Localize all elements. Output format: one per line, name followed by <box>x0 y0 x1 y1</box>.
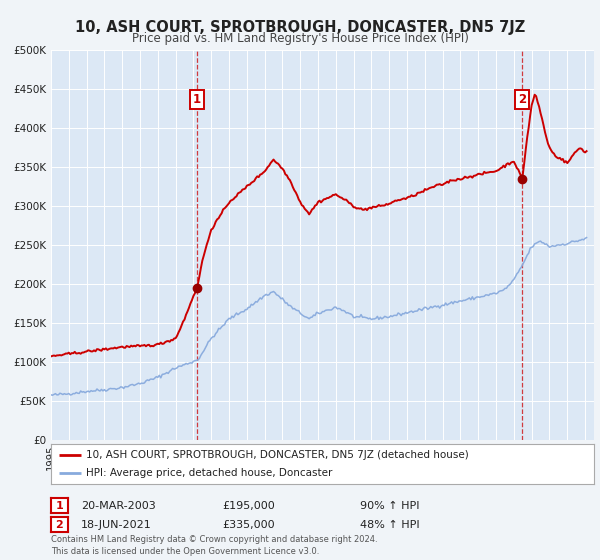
Text: Price paid vs. HM Land Registry's House Price Index (HPI): Price paid vs. HM Land Registry's House … <box>131 32 469 45</box>
Text: 1: 1 <box>193 92 201 105</box>
Text: HPI: Average price, detached house, Doncaster: HPI: Average price, detached house, Donc… <box>86 468 332 478</box>
Text: 10, ASH COURT, SPROTBROUGH, DONCASTER, DN5 7JZ: 10, ASH COURT, SPROTBROUGH, DONCASTER, D… <box>75 20 525 35</box>
Text: 1: 1 <box>56 501 63 511</box>
Text: 48% ↑ HPI: 48% ↑ HPI <box>360 520 419 530</box>
Text: Contains HM Land Registry data © Crown copyright and database right 2024.
This d: Contains HM Land Registry data © Crown c… <box>51 535 377 556</box>
Text: 90% ↑ HPI: 90% ↑ HPI <box>360 501 419 511</box>
Text: £195,000: £195,000 <box>222 501 275 511</box>
Text: 2: 2 <box>518 92 526 105</box>
Text: 18-JUN-2021: 18-JUN-2021 <box>81 520 152 530</box>
Text: 20-MAR-2003: 20-MAR-2003 <box>81 501 156 511</box>
Text: 2: 2 <box>56 520 63 530</box>
Text: 10, ASH COURT, SPROTBROUGH, DONCASTER, DN5 7JZ (detached house): 10, ASH COURT, SPROTBROUGH, DONCASTER, D… <box>86 450 469 460</box>
Text: £335,000: £335,000 <box>222 520 275 530</box>
